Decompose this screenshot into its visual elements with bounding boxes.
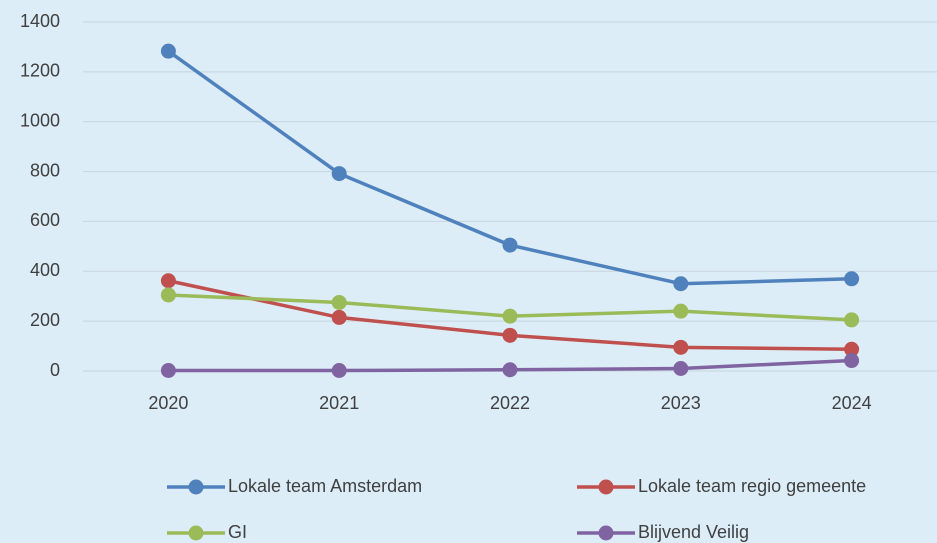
data-point: [844, 312, 860, 328]
x-tick-label: 2022: [490, 393, 530, 413]
data-point: [844, 271, 860, 287]
legend-label: Blijvend Veilig: [638, 522, 749, 542]
data-point: [160, 273, 176, 289]
data-point: [502, 362, 518, 378]
y-tick-label: 0: [50, 360, 60, 380]
y-tick-label: 1400: [20, 11, 60, 31]
x-tick-label: 2023: [661, 393, 701, 413]
y-tick-label: 1000: [20, 110, 60, 130]
legend-marker: [598, 525, 614, 541]
y-tick-label: 400: [30, 260, 60, 280]
legend-label: Lokale team Amsterdam: [228, 476, 422, 496]
data-point: [673, 303, 689, 319]
data-point: [502, 237, 518, 253]
legend-marker: [188, 525, 204, 541]
data-point: [673, 361, 689, 377]
legend-marker: [188, 479, 204, 495]
legend-marker: [598, 479, 614, 495]
data-point: [502, 327, 518, 343]
x-tick-label: 2024: [832, 393, 872, 413]
x-tick-label: 2020: [148, 393, 188, 413]
data-point: [331, 309, 347, 325]
data-point: [673, 339, 689, 355]
data-point: [844, 353, 860, 369]
data-point: [160, 363, 176, 379]
y-tick-label: 600: [30, 210, 60, 230]
data-point: [331, 363, 347, 379]
x-tick-label: 2021: [319, 393, 359, 413]
data-point: [160, 43, 176, 59]
data-point: [844, 341, 860, 357]
y-tick-label: 200: [30, 310, 60, 330]
data-point: [502, 308, 518, 324]
data-point: [331, 166, 347, 182]
legend-label: GI: [228, 522, 247, 542]
data-point: [673, 276, 689, 292]
y-tick-label: 800: [30, 160, 60, 180]
y-tick-label: 1200: [20, 61, 60, 81]
data-point: [331, 294, 347, 310]
legend-label: Lokale team regio gemeente: [638, 476, 866, 496]
data-point: [160, 287, 176, 303]
